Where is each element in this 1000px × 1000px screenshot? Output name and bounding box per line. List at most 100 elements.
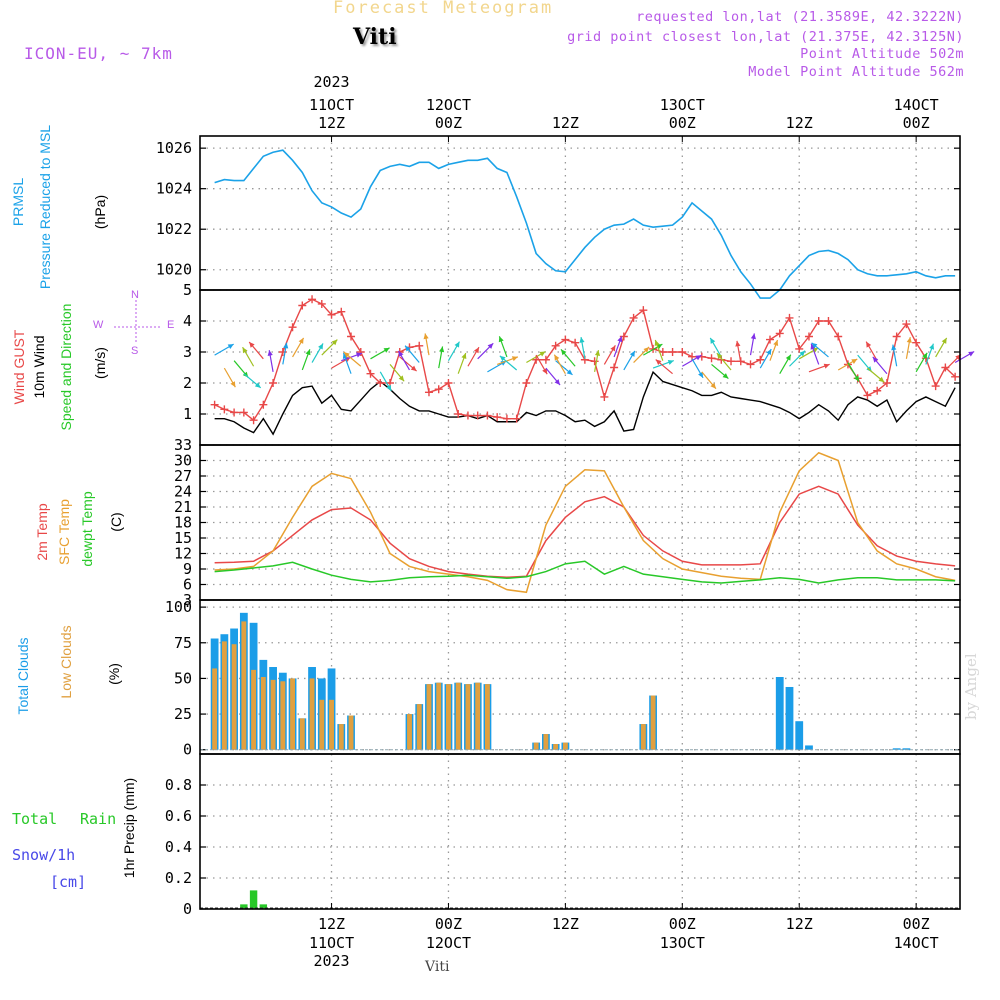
ytick-label-wind: 5 <box>183 281 192 299</box>
gust-marker <box>415 341 424 350</box>
gust-marker <box>775 329 784 338</box>
wind-arrow-head <box>398 350 404 357</box>
gust-marker <box>259 400 268 409</box>
wind-arrow-head <box>941 337 947 344</box>
dewpt-line <box>214 560 956 584</box>
low-cloud-bar <box>416 704 422 750</box>
precip-snow-label: Snow/1h <box>12 846 76 864</box>
ytick-label-precip: 0.6 <box>165 807 192 825</box>
wind-arrow-head <box>318 343 324 350</box>
low-cloud-bar <box>455 682 461 750</box>
wind-speed-line <box>214 370 956 436</box>
wind-arrow-head <box>823 363 830 369</box>
ytick-label-temperature: 9 <box>183 560 192 578</box>
gust-marker <box>220 405 229 414</box>
gust-marker <box>551 341 560 350</box>
low-cloud-bar <box>485 684 490 750</box>
low-cloud-bar <box>329 699 334 750</box>
bottom-time-label: 00Z <box>669 915 696 933</box>
gust-marker <box>288 323 297 332</box>
ytick-label-temperature: 6 <box>183 576 192 594</box>
top-time-label: 12Z <box>786 114 813 132</box>
wind-arrow-head <box>629 350 635 357</box>
wind-arrow-head <box>695 355 702 361</box>
top-time-label: 11OCT <box>309 96 354 114</box>
wind-arrow-head <box>343 352 350 358</box>
low-cloud-bar <box>270 679 276 750</box>
wind-arrow-head <box>968 351 975 357</box>
wind-arrow-head <box>750 333 756 340</box>
bottom-time-label: 00Z <box>903 915 930 933</box>
gust-marker <box>766 335 774 344</box>
gust-marker <box>249 416 258 425</box>
precip-rain-label: Rain <box>80 810 117 828</box>
top-time-label: 13OCT <box>660 96 705 114</box>
gust-marker <box>454 410 463 418</box>
gust-marker <box>629 313 638 322</box>
low-cloud-bar <box>319 699 325 750</box>
low-cloud-bar <box>465 684 471 750</box>
wind-arrow-head <box>267 350 273 356</box>
gust-marker <box>931 382 940 391</box>
low-cloud-bar <box>436 682 442 750</box>
low-cloud-bar <box>231 644 237 750</box>
gust-marker <box>473 411 482 420</box>
wind-arrow-head <box>298 337 304 344</box>
wind-arrow-head <box>643 346 650 353</box>
model-label: ICON-EU, ~ 7km <box>24 44 173 63</box>
gust-marker <box>892 332 901 341</box>
model-altitude: Model Point Altitude 562m <box>748 64 964 80</box>
footer-station: Viti <box>425 959 450 975</box>
ytick-label-pressure: 1020 <box>156 261 192 279</box>
ytick-label-wind: 1 <box>183 405 192 423</box>
wind-arrow-head <box>398 375 405 382</box>
wind-arrow-head <box>716 353 723 359</box>
gust-marker <box>746 360 755 369</box>
wind-arrow-head <box>929 343 935 350</box>
panel-frame-temperature <box>199 444 961 601</box>
wind-arrow-head <box>242 347 248 354</box>
wind-arrow-head <box>410 365 417 372</box>
ytick-label-temperature: 24 <box>174 483 192 501</box>
wind-arrow-head <box>423 333 429 340</box>
low-cloud-bar <box>543 734 549 750</box>
ytick-label-pressure: 1026 <box>156 139 192 157</box>
gust-marker <box>795 344 804 353</box>
ytick-label-temperature: 27 <box>174 467 192 485</box>
ytick-label-temperature: 3 <box>183 591 192 609</box>
gust-marker <box>444 379 453 387</box>
ytick-label-temperature: 21 <box>174 498 192 516</box>
wind-arrow-head <box>230 381 236 388</box>
total-cloud-bar <box>902 748 911 750</box>
wind-arrow-head <box>383 347 390 353</box>
gust-marker <box>785 313 794 322</box>
low-cloud-bar <box>533 742 539 750</box>
station-name: Viti <box>353 24 397 50</box>
temp_2m-line <box>214 485 956 579</box>
gust-marker <box>493 413 502 422</box>
wind-arrow-head <box>891 344 897 351</box>
gust-marker <box>561 335 570 344</box>
wind-arrow-head <box>766 349 772 356</box>
ytick-label-wind: 4 <box>183 312 192 330</box>
wind-arrow-head <box>922 352 928 359</box>
gust-marker <box>230 408 239 417</box>
wind-arrow-head <box>667 359 674 365</box>
ytick-label-pressure: 1022 <box>156 220 192 238</box>
wind-arrow-head <box>853 375 859 382</box>
ytick-label-precip: 0.4 <box>165 838 192 856</box>
gust-marker <box>483 411 492 420</box>
bottom-time-label: 2023 <box>313 952 349 970</box>
compass-s: S <box>131 345 139 357</box>
ytick-label-temperature: 30 <box>174 452 192 470</box>
wind-arrow-head <box>654 340 660 346</box>
ytick-label-precip: 0.8 <box>165 776 192 794</box>
top-time-label: 12Z <box>552 114 579 132</box>
wind-arrow-head <box>906 337 912 343</box>
gust-marker <box>424 388 433 397</box>
ytick-label-clouds: 0 <box>183 741 192 759</box>
low-cloud-bar <box>221 641 227 750</box>
low-cloud-bar <box>553 744 559 750</box>
wind-arrow-head <box>249 341 255 348</box>
gust-marker <box>571 338 580 347</box>
